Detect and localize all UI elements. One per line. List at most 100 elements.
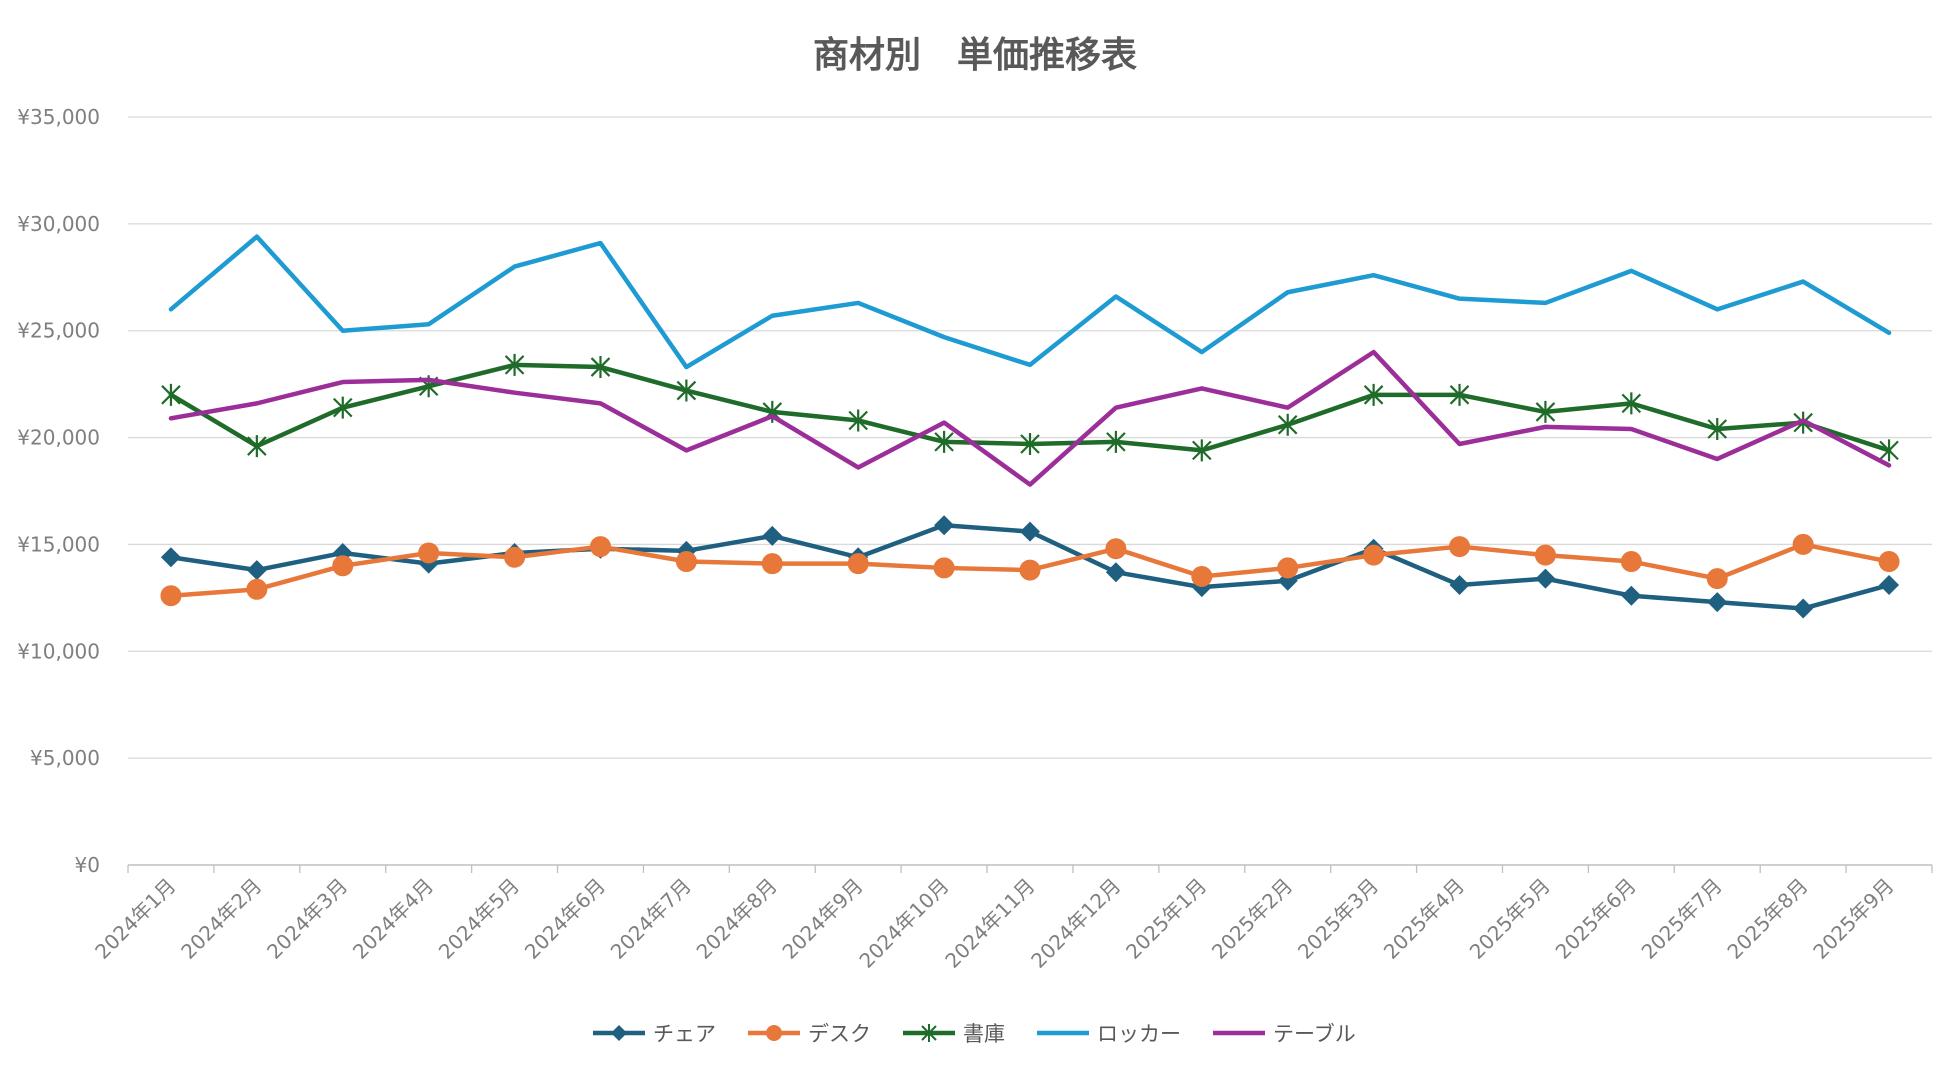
series-line [168, 234, 1892, 370]
y-tick-label: ¥25,000 [17, 319, 100, 343]
series-line [168, 349, 1892, 487]
data-point [1879, 575, 1900, 596]
data-point [676, 379, 697, 402]
axes: ¥0 ¥5,000 ¥10,000 ¥15,000 ¥20,000 ¥25,000 ¥30,… [17, 105, 1933, 973]
data-point [1449, 575, 1470, 596]
data-point [1363, 383, 1384, 406]
legend-label: チェア [653, 1022, 716, 1046]
y-tick-label: ¥15,000 [17, 532, 100, 556]
data-point [590, 356, 611, 379]
data-point [1535, 568, 1556, 589]
data-point [762, 525, 783, 546]
x-tick-label: 2025年3月 [1293, 874, 1383, 964]
y-tick-label: ¥10,000 [17, 639, 100, 663]
data-point [933, 557, 955, 579]
y-tick-label: ¥20,000 [17, 426, 100, 450]
x-tick-label: 2024年7月 [606, 874, 696, 964]
data-point [1879, 439, 1899, 462]
series-デスク [160, 533, 1900, 607]
legend-label: 書庫 [963, 1022, 1005, 1046]
data-point [246, 560, 267, 581]
x-tick-label: 2024年9月 [777, 874, 867, 964]
data-point [1620, 551, 1642, 573]
legend: チェア デスク 書庫 ロッカー テーブル [593, 1022, 1356, 1046]
data-point [1707, 592, 1728, 613]
legend-item: ロッカー [1037, 1022, 1181, 1046]
data-point [1449, 536, 1471, 558]
x-tick-label: 2025年5月 [1465, 874, 1555, 964]
data-point [1277, 413, 1298, 436]
legend-item: テーブル [1213, 1022, 1356, 1046]
x-tick-label: 2024年2月 [176, 874, 266, 964]
legend-item: 書庫 [903, 1022, 1005, 1046]
x-tick-label: 2024年3月 [262, 874, 352, 964]
y-tick-label: ¥0 [75, 853, 100, 877]
data-point [847, 553, 869, 575]
x-tick-label: 2024年4月 [348, 874, 438, 964]
x-tick-label: 2024年10月 [854, 874, 953, 973]
data-point [1621, 392, 1642, 415]
data-point [1793, 598, 1814, 619]
data-point [1277, 557, 1299, 579]
data-point [761, 553, 783, 575]
data-point [1449, 383, 1470, 406]
y-tick-label: ¥35,000 [17, 105, 100, 129]
legend-label: ロッカー [1097, 1022, 1181, 1046]
data-point [934, 515, 955, 536]
data-point [161, 383, 181, 406]
data-point [1192, 439, 1212, 462]
data-point [1621, 585, 1642, 606]
series-lines [160, 234, 1900, 619]
data-point [1020, 432, 1040, 455]
data-point [332, 396, 353, 419]
data-point [1792, 533, 1814, 555]
y-tick-label: ¥30,000 [17, 212, 100, 236]
x-tick-label: 2025年7月 [1637, 874, 1727, 964]
data-point [1878, 551, 1900, 573]
legend-label: テーブル [1273, 1022, 1356, 1046]
data-point [332, 555, 354, 577]
data-point [1105, 562, 1126, 583]
data-point [1534, 544, 1556, 566]
legend-marker [611, 1025, 627, 1041]
x-tick-label: 2025年6月 [1551, 874, 1641, 964]
x-tick-label: 2025年8月 [1722, 874, 1812, 964]
chart-title: 商材別 単価推移表 [813, 35, 1137, 76]
legend-marker [921, 1024, 937, 1042]
data-point [418, 542, 440, 564]
data-point [504, 353, 525, 376]
x-tick-label: 2024年1月 [90, 874, 180, 964]
series-書庫 [161, 353, 1899, 462]
legend-item: デスク [748, 1022, 871, 1046]
x-tick-label: 2025年2月 [1207, 874, 1297, 964]
legend-label: デスク [808, 1022, 871, 1046]
x-tick-label: 2024年6月 [520, 874, 610, 964]
x-tick-label: 2024年12月 [1026, 874, 1125, 973]
series-ロッカー [168, 234, 1892, 370]
data-point [675, 551, 697, 573]
data-point [1019, 559, 1041, 581]
data-point [934, 430, 954, 453]
data-point [1191, 565, 1213, 587]
data-point [1363, 544, 1385, 566]
x-tick-label: 2024年8月 [692, 874, 782, 964]
data-point [1106, 430, 1126, 453]
x-tick-label: 2025年9月 [1808, 874, 1898, 964]
data-point [1020, 521, 1040, 542]
x-tick-label: 2024年11月 [940, 874, 1039, 973]
data-point [247, 435, 267, 458]
legend-item: チェア [593, 1022, 716, 1046]
data-point [160, 585, 182, 607]
data-point [1707, 418, 1728, 441]
data-point [1535, 400, 1556, 423]
data-point [1706, 568, 1728, 590]
x-tick-label: 2025年1月 [1121, 874, 1211, 964]
data-point [589, 536, 611, 558]
x-tick-label: 2024年5月 [434, 874, 524, 964]
x-tick-label: 2025年4月 [1379, 874, 1469, 964]
data-point [246, 578, 268, 600]
data-point [504, 546, 526, 568]
data-point [160, 547, 181, 568]
